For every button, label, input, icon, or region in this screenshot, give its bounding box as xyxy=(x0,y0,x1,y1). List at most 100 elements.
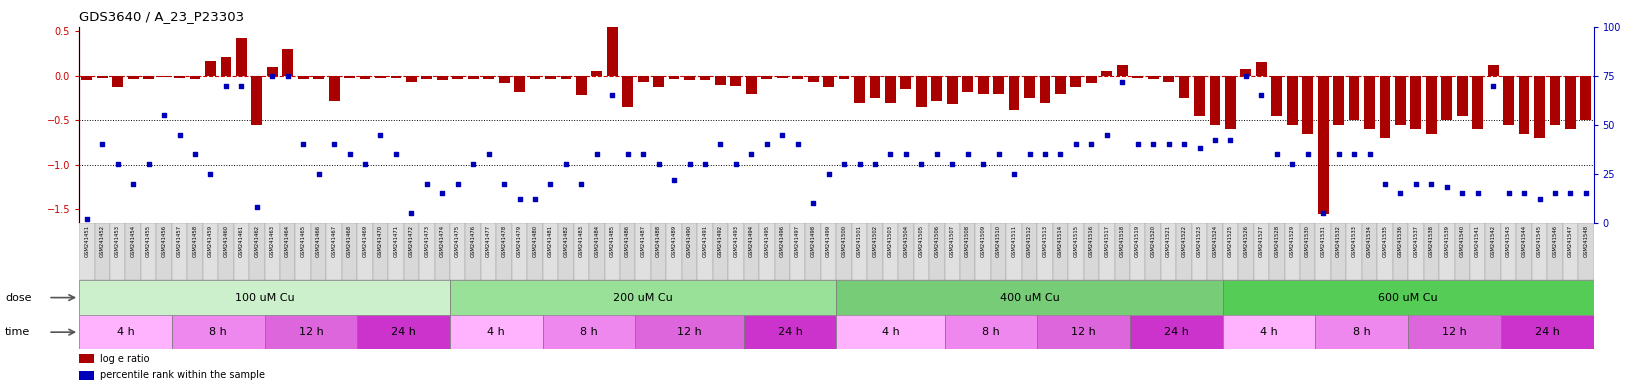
Point xyxy=(104,161,130,167)
Point xyxy=(1233,73,1259,79)
Text: GSM241521: GSM241521 xyxy=(1167,225,1172,257)
Bar xyxy=(885,76,897,103)
Text: GSM241509: GSM241509 xyxy=(981,225,986,257)
Bar xyxy=(1547,223,1562,280)
Point xyxy=(816,170,842,177)
Bar xyxy=(175,76,185,78)
Text: GSM241508: GSM241508 xyxy=(966,225,971,257)
Bar xyxy=(1579,223,1594,280)
Bar xyxy=(623,76,633,107)
Point xyxy=(445,180,471,187)
Bar xyxy=(776,76,788,78)
Text: GSM241492: GSM241492 xyxy=(719,225,723,257)
Bar xyxy=(1531,223,1547,280)
Text: GSM241452: GSM241452 xyxy=(101,225,105,257)
Text: time: time xyxy=(5,327,30,337)
Point xyxy=(491,180,517,187)
Bar xyxy=(806,223,821,280)
Bar xyxy=(559,223,574,280)
Text: GSM241461: GSM241461 xyxy=(239,225,244,257)
Bar xyxy=(700,76,710,80)
Text: GSM241458: GSM241458 xyxy=(193,225,198,257)
Bar xyxy=(1365,76,1374,129)
Bar xyxy=(1534,76,1544,138)
Text: GSM241543: GSM241543 xyxy=(1506,225,1511,257)
Bar xyxy=(249,223,265,280)
Bar xyxy=(1131,315,1223,349)
Point xyxy=(569,180,595,187)
Point xyxy=(692,161,719,167)
Text: GSM241486: GSM241486 xyxy=(625,225,630,257)
Point xyxy=(552,161,578,167)
Text: GSM241544: GSM241544 xyxy=(1521,225,1526,257)
Bar xyxy=(1566,76,1575,129)
Point xyxy=(1218,137,1244,144)
Bar xyxy=(605,223,620,280)
Point xyxy=(382,151,409,157)
Point xyxy=(1140,141,1167,147)
Point xyxy=(1295,151,1322,157)
Bar xyxy=(1501,223,1516,280)
Bar xyxy=(1302,76,1313,134)
Bar xyxy=(760,223,775,280)
Bar xyxy=(496,223,513,280)
Text: GSM241524: GSM241524 xyxy=(1213,225,1218,257)
Bar xyxy=(389,223,404,280)
Bar xyxy=(1379,76,1391,138)
Point xyxy=(1310,210,1337,216)
Bar xyxy=(1378,223,1393,280)
Text: GSM241532: GSM241532 xyxy=(1337,225,1341,257)
Text: GSM241517: GSM241517 xyxy=(1104,225,1109,257)
Bar xyxy=(188,223,203,280)
Bar xyxy=(836,223,852,280)
Text: GSM241504: GSM241504 xyxy=(903,225,908,257)
Text: 4 h: 4 h xyxy=(117,327,135,337)
Text: GSM241534: GSM241534 xyxy=(1368,225,1373,257)
Bar xyxy=(588,223,605,280)
Text: 12 h: 12 h xyxy=(1071,327,1096,337)
Bar xyxy=(1549,76,1561,125)
Point xyxy=(1201,137,1228,144)
Text: GSM241495: GSM241495 xyxy=(765,225,770,257)
Point xyxy=(738,151,765,157)
Text: 12 h: 12 h xyxy=(677,327,702,337)
Point xyxy=(275,73,302,79)
Text: GSM241505: GSM241505 xyxy=(920,225,925,257)
Bar xyxy=(468,76,478,78)
Point xyxy=(227,83,254,89)
Bar xyxy=(267,67,279,76)
Bar xyxy=(171,223,188,280)
Bar xyxy=(1009,76,1020,110)
Bar xyxy=(372,223,389,280)
Text: GSM241493: GSM241493 xyxy=(733,225,738,257)
Text: GSM241456: GSM241456 xyxy=(162,225,166,257)
Point xyxy=(351,161,377,167)
Bar xyxy=(697,223,712,280)
Point xyxy=(1187,145,1213,151)
Text: GSM241453: GSM241453 xyxy=(115,225,120,257)
Bar xyxy=(1256,63,1267,76)
Bar xyxy=(527,223,542,280)
Text: GSM241494: GSM241494 xyxy=(748,225,753,257)
Bar xyxy=(962,76,972,92)
Text: GSM241522: GSM241522 xyxy=(1182,225,1187,257)
Text: GSM241476: GSM241476 xyxy=(471,225,476,257)
Text: GSM241451: GSM241451 xyxy=(84,225,89,257)
Bar xyxy=(560,76,572,79)
Point xyxy=(259,73,285,79)
Bar xyxy=(450,223,465,280)
Bar xyxy=(1210,76,1221,125)
Bar xyxy=(110,223,125,280)
Point xyxy=(1248,92,1274,98)
Text: GSM241540: GSM241540 xyxy=(1460,225,1465,257)
Point xyxy=(1449,190,1475,197)
Text: GSM241462: GSM241462 xyxy=(254,225,259,257)
Bar xyxy=(344,76,354,78)
Bar xyxy=(761,76,773,79)
Text: GSM241454: GSM241454 xyxy=(130,225,135,257)
Bar xyxy=(450,280,836,315)
Bar xyxy=(450,315,542,349)
Bar xyxy=(743,223,760,280)
Bar xyxy=(976,223,990,280)
Text: GSM241472: GSM241472 xyxy=(409,225,414,257)
